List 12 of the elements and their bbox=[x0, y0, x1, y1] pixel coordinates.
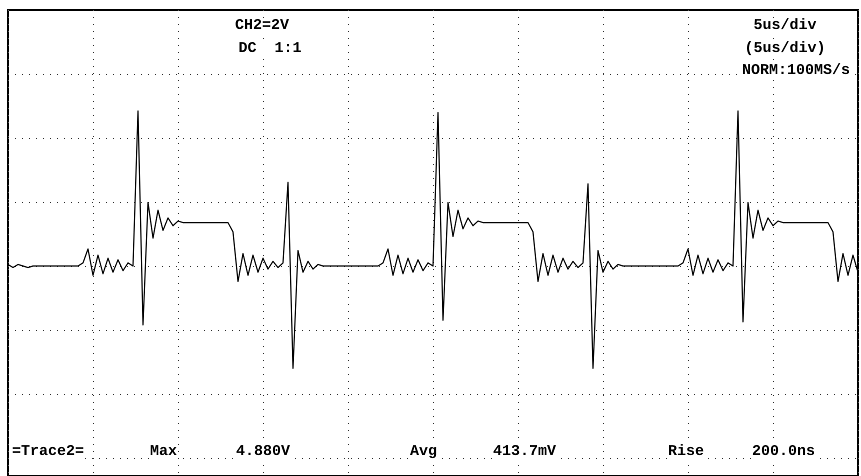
text: Max bbox=[150, 443, 178, 460]
text: Avg bbox=[410, 443, 438, 460]
text: NORM:100MS/s bbox=[742, 62, 850, 79]
text: 413.7mV bbox=[493, 443, 556, 460]
text: 200.0ns bbox=[752, 443, 816, 460]
text: CH2=2V bbox=[234, 17, 290, 34]
text: DC 1:1 bbox=[238, 40, 302, 57]
text: =Trace2= bbox=[12, 443, 84, 460]
text: (5us/div) bbox=[744, 40, 826, 57]
text: 4.880V bbox=[236, 443, 290, 460]
text: 5us/div bbox=[753, 17, 817, 34]
text: Rise bbox=[668, 443, 704, 460]
